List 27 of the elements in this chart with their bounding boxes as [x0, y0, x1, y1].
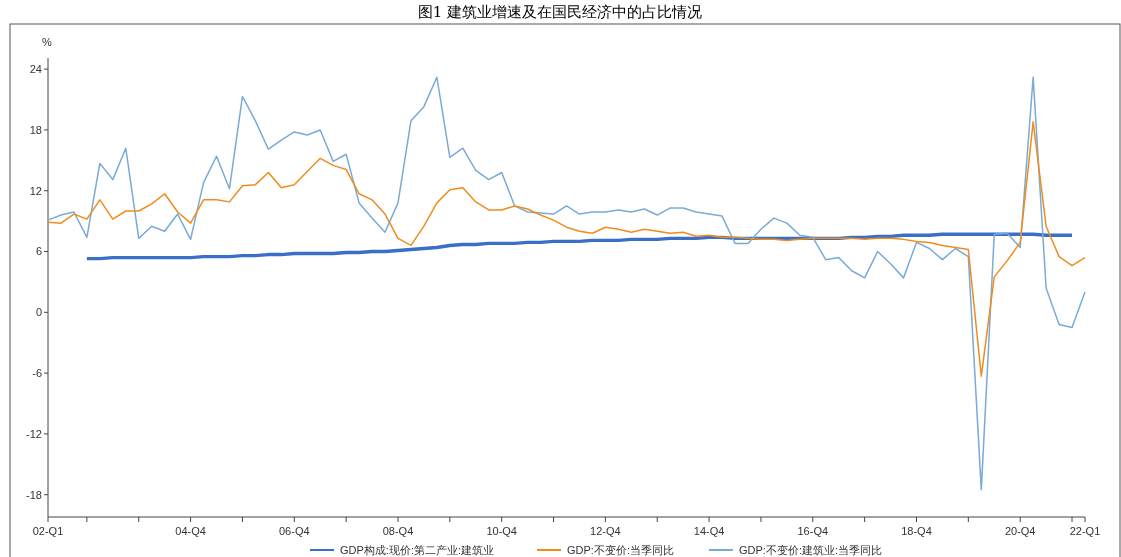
x-tick-label: 08-Q4 — [382, 525, 414, 537]
legend-label: GDP构成:现价:第二产业:建筑业 — [340, 543, 495, 556]
x-tick-label: 10-Q4 — [486, 525, 517, 537]
x-tick-label: 02-Q1 — [32, 525, 64, 537]
line-series — [47, 121, 1086, 377]
x-tick-label: 06-Q4 — [279, 525, 310, 537]
x-tick-label: 22-Q1 — [1069, 525, 1101, 537]
chart-title: 图1 建筑业增速及在国民经济中的占比情况 — [417, 3, 703, 21]
y-tick-label: 6 — [35, 245, 42, 258]
y-tick-label: 12 — [29, 184, 42, 197]
y-tick-label: -18 — [26, 488, 42, 501]
x-tick-label: 04-Q4 — [175, 525, 206, 537]
x-tick-label: 20-Q4 — [1004, 525, 1036, 537]
line-series — [47, 76, 1086, 491]
x-tick-label: 14-Q4 — [693, 525, 725, 537]
legend-label: GDP:不变价:建筑业:当季同比 — [739, 543, 883, 556]
y-tick-label: 18 — [29, 123, 42, 136]
x-tick-label: 18-Q4 — [901, 525, 932, 537]
x-tick-label: 12-Q4 — [590, 525, 621, 537]
line-series — [85, 232, 1074, 261]
y-tick-label: -12 — [26, 427, 42, 440]
legend-label: GDP:不变价:当季同比 — [567, 543, 674, 556]
x-tick-label: 16-Q4 — [797, 525, 829, 537]
y-tick-label: -6 — [32, 366, 42, 379]
y-tick-label: 0 — [35, 306, 42, 319]
y-tick-label: 24 — [29, 63, 42, 75]
y-axis-title: % — [42, 36, 52, 48]
